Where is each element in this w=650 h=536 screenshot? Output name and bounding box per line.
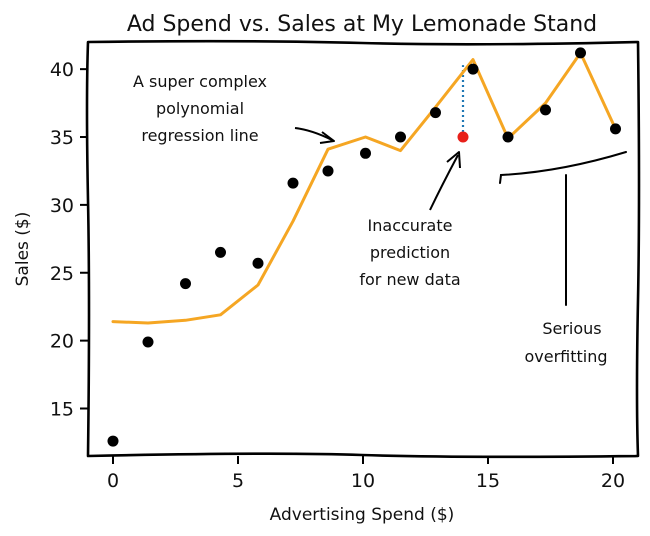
data-point [322,165,334,177]
overfit-note-line-1: Serious [542,319,601,338]
data-point [287,177,299,189]
overfit-bracket [499,151,627,306]
data-point [180,278,191,290]
x-tick-label: 15 [476,470,500,492]
data-point [540,104,551,116]
x-tick-label: 0 [107,470,119,492]
data-point [502,131,514,143]
overfit-note-line-2: overfitting [524,347,607,366]
data-point [467,63,479,75]
new-data-point [457,131,469,143]
regression-arrow [294,127,333,141]
prediction-note-line-2: prediction [370,243,450,262]
data-point [107,435,119,447]
data-point [252,257,264,269]
series-layer [107,47,621,447]
regression-note-line-3: regression line [141,126,258,145]
prediction-arrow [429,154,459,211]
prediction-note-line-3: for new data [359,270,460,289]
chart-title: Ad Spend vs. Sales at My Lemonade Stand [127,12,597,37]
regression-note-line-2: polynomial [156,99,244,118]
plot-frame [85,39,641,459]
y-tick-label: 30 [50,195,74,217]
regression-line [111,51,617,325]
y-tick-label: 20 [50,331,74,353]
regression-note-line-1: A super complex [133,72,267,91]
prediction-annotation: Inaccurate prediction for new data [359,151,461,289]
prediction-arrow-head [446,151,461,169]
data-point [575,47,586,59]
x-tick-label: 10 [351,470,375,492]
y-tick-label: 15 [50,398,74,420]
regression-arrow-head [319,131,335,144]
prediction-note-line-1: Inaccurate [368,216,453,235]
regression-annotation: A super complex polynomial regression li… [133,72,335,145]
overfit-annotation: Serious overfitting [499,151,627,366]
data-point [360,147,371,159]
y-tick-label: 25 [50,263,74,285]
data-point [395,131,406,143]
y-tick-label: 40 [50,59,74,81]
y-tick-label: 35 [50,127,74,149]
x-tick-label: 5 [232,470,244,492]
data-point [142,336,154,348]
data-point [215,246,226,258]
y-axis-label: Sales ($) [13,212,33,287]
data-point [610,123,621,135]
x-tick-label: 20 [601,470,625,492]
ticks-layer: 0 5 10 15 20 15 20 25 30 35 40 [50,59,625,492]
x-axis-label: Advertising Spend ($) [270,505,455,525]
data-point [430,107,441,119]
